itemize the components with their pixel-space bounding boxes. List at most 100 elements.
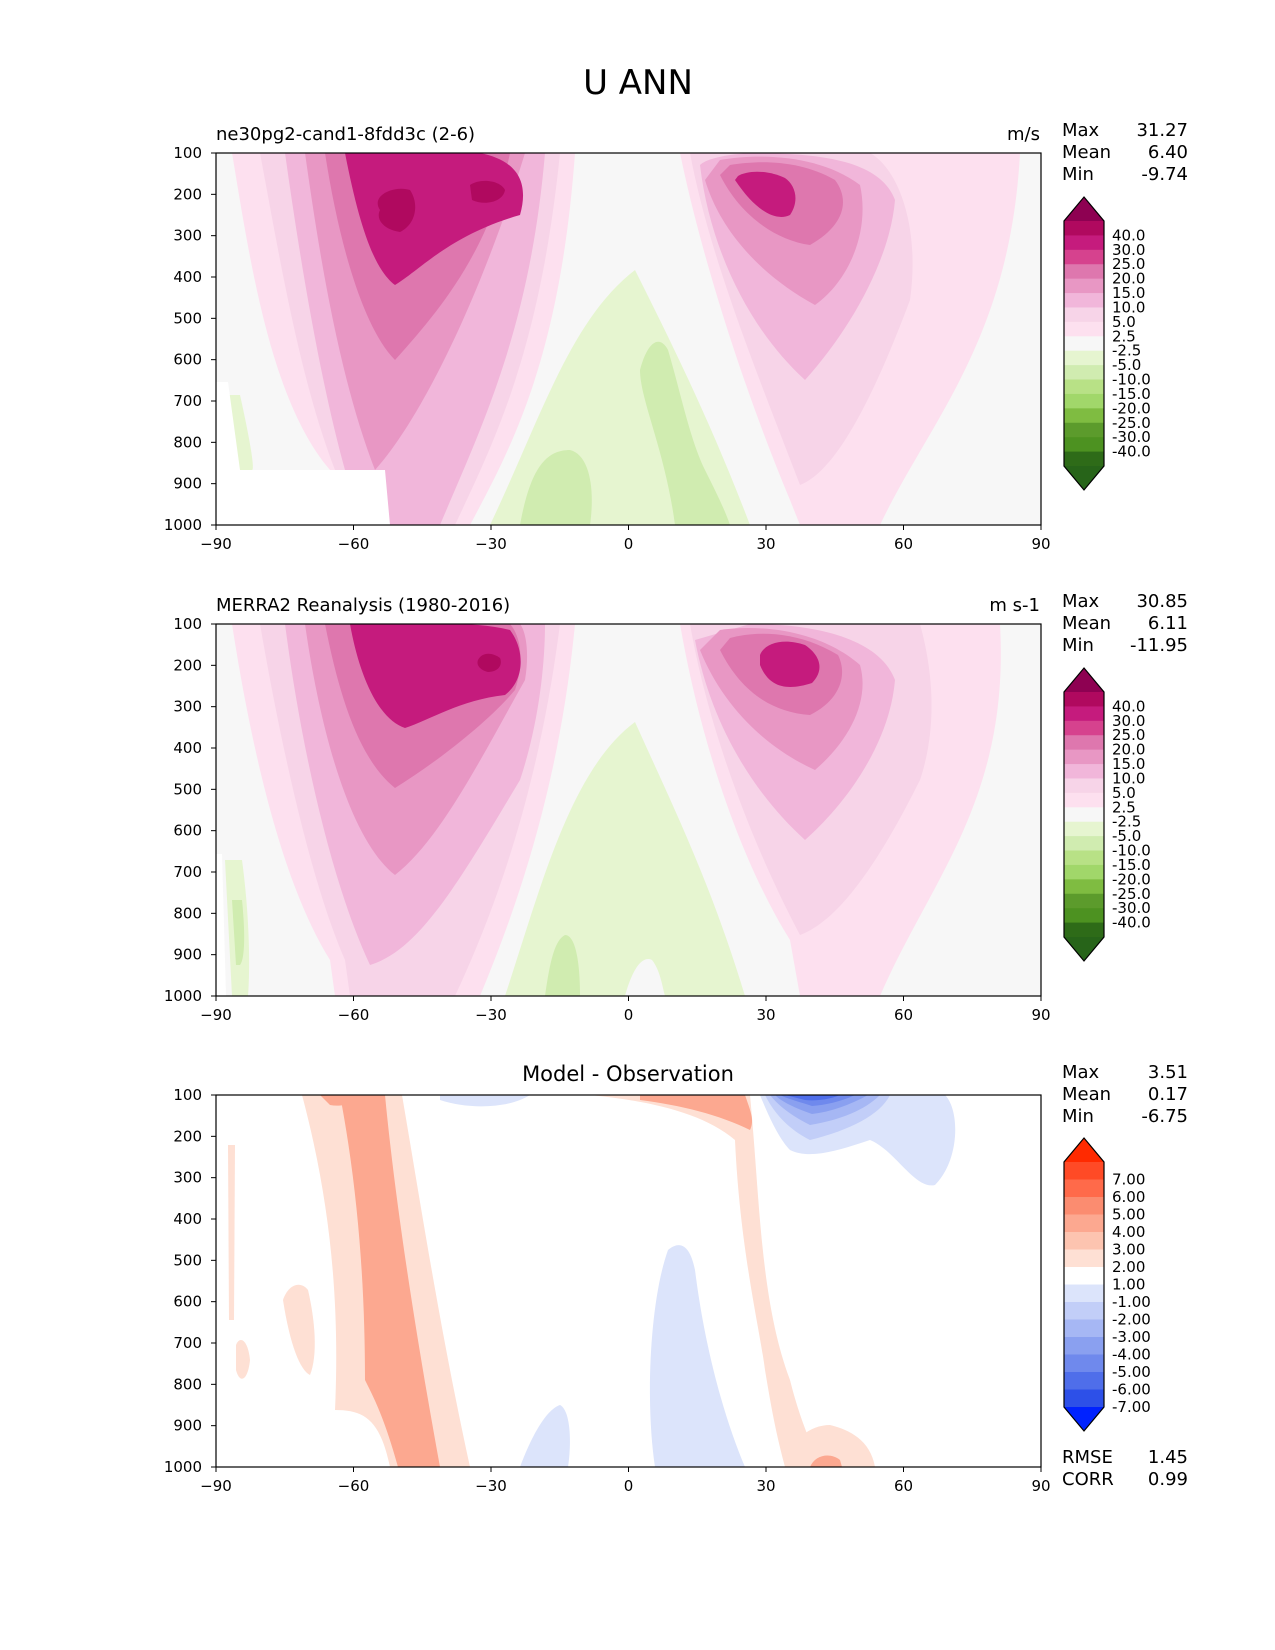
colorbar-segment: [1064, 350, 1104, 366]
x-tick-label: 60: [894, 535, 913, 553]
stat-max-label: Max: [1062, 120, 1100, 141]
y-tick-label: 800: [173, 433, 202, 451]
colorbar-label: 4.00: [1112, 1223, 1145, 1241]
colorbar-label: -5.00: [1112, 1363, 1151, 1381]
y-tick-label: 400: [173, 739, 202, 757]
colorbar-label: -15.0: [1112, 385, 1151, 403]
colorbar-label: 7.00: [1112, 1171, 1145, 1189]
x-axis: −90 −60 −30 0 30 60 90: [200, 1467, 1051, 1495]
panel-diff: Model - Observation: [164, 1062, 1188, 1495]
stats-block: Max 3.51 Mean 0.17 Min -6.75: [1062, 1062, 1188, 1127]
x-tick-label: −30: [475, 1477, 507, 1495]
x-tick-label: 0: [624, 1477, 634, 1495]
colorbar-label: 40.0: [1112, 226, 1145, 244]
colorbar-extend-min: [1064, 937, 1104, 961]
contour-field: [216, 624, 1041, 996]
y-tick-label: 900: [173, 475, 202, 493]
colorbar-label: -2.00: [1112, 1311, 1151, 1329]
contour-field: [216, 1095, 1041, 1467]
colorbar-segment: [1064, 293, 1104, 308]
stat-mean-value: 6.11: [1148, 613, 1188, 634]
colorbar-segment: [1064, 437, 1104, 453]
x-tick-label: −90: [200, 1006, 232, 1024]
colorbar-outline: [1063, 667, 1105, 962]
stat-min-label: Min: [1062, 164, 1094, 185]
units-label: m s-1: [989, 595, 1040, 616]
stats-block: Max 30.85 Mean 6.11 Min -11.95: [1062, 591, 1188, 656]
x-tick-label: 90: [1031, 1477, 1050, 1495]
colorbar-label: 30.0: [1112, 712, 1145, 730]
colorbar-segment: [1064, 278, 1104, 294]
x-tick-label: 30: [756, 1477, 775, 1495]
metric-rmse-label: RMSE: [1062, 1447, 1113, 1468]
stat-mean-label: Mean: [1062, 142, 1111, 163]
stat-max-label: Max: [1062, 1062, 1100, 1083]
colorbar-outline: [1063, 1137, 1105, 1432]
colorbar-segment: [1064, 321, 1104, 337]
colorbar-segment: [1064, 1214, 1104, 1233]
colorbar-segment: [1064, 408, 1104, 424]
y-tick-label: 1000: [164, 1458, 202, 1476]
x-tick-label: 90: [1031, 535, 1050, 553]
stat-min-label: Min: [1062, 635, 1094, 656]
colorbar-segment: [1064, 778, 1104, 794]
colorbar-outline: [1063, 196, 1105, 491]
colorbar-label: 3.00: [1112, 1241, 1145, 1259]
colorbar-segment: [1064, 908, 1104, 924]
stat-min-value: -6.75: [1141, 1106, 1188, 1127]
colorbar-segment: [1064, 451, 1104, 467]
colorbar-extend-min: [1064, 466, 1104, 490]
colorbar-label: 25.0: [1112, 726, 1145, 744]
y-tick-label: 300: [173, 227, 202, 245]
colorbar-label: -10.0: [1112, 371, 1151, 389]
colorbar-segment: [1064, 1179, 1104, 1198]
y-tick-label: 700: [173, 863, 202, 881]
stats-block: Max 31.27 Mean 6.40 Min -9.74: [1062, 120, 1188, 185]
colorbar-label: 20.0: [1112, 741, 1145, 759]
colorbar-label: -15.0: [1112, 856, 1151, 874]
colorbar-label: 5.0: [1112, 784, 1136, 802]
x-tick-label: −60: [338, 1006, 370, 1024]
colorbar-segment: [1064, 1284, 1104, 1303]
stat-min-value: -11.95: [1130, 635, 1188, 656]
colorbar-segment: [1064, 221, 1104, 236]
x-axis: −90 −60 −30 0 30 60 90: [200, 996, 1051, 1024]
y-tick-label: 700: [173, 392, 202, 410]
colorbar-label: 1.00: [1112, 1276, 1145, 1294]
colorbar-extend-min: [1064, 1407, 1104, 1431]
colorbar-segment: [1064, 1267, 1104, 1285]
y-tick-label: 100: [173, 615, 202, 633]
x-tick-label: −30: [475, 1006, 507, 1024]
y-tick-label: 600: [173, 822, 202, 840]
colorbar-label: -30.0: [1112, 899, 1151, 917]
y-tick-label: 300: [173, 698, 202, 716]
stat-min-label: Min: [1062, 1106, 1094, 1127]
colorbar-segment: [1064, 735, 1104, 751]
colorbar-extend-max: [1064, 668, 1104, 692]
y-tick-label: 900: [173, 946, 202, 964]
colorbar-segment: [1064, 336, 1104, 352]
colorbar: 40.030.025.020.015.010.05.02.5-2.5-5.0-1…: [1063, 196, 1151, 491]
y-axis: 100 200 300 400 500 600 700 800 900 1000: [164, 615, 216, 1005]
x-tick-label: −90: [200, 535, 232, 553]
colorbar-label: -40.0: [1112, 914, 1151, 932]
colorbar-segment: [1064, 1197, 1104, 1215]
colorbar-segment: [1064, 764, 1104, 779]
colorbar-segment: [1064, 422, 1104, 438]
colorbar-segment: [1064, 850, 1104, 866]
contour-field: [216, 153, 1041, 525]
x-tick-label: −90: [200, 1477, 232, 1495]
y-tick-label: 400: [173, 1210, 202, 1228]
colorbar-extend-max: [1064, 197, 1104, 221]
colorbar-label: 40.0: [1112, 697, 1145, 715]
metric-rmse-value: 1.45: [1148, 1447, 1188, 1468]
y-tick-label: 200: [173, 1127, 202, 1145]
stat-max-label: Max: [1062, 591, 1100, 612]
y-tick-label: 1000: [164, 516, 202, 534]
colorbar-label: -6.00: [1112, 1381, 1151, 1399]
panel-title: ne30pg2-cand1-8fdd3c (2-6): [216, 124, 475, 145]
colorbar-label: 5.0: [1112, 313, 1136, 331]
colorbar-label: -2.5: [1112, 342, 1141, 360]
panel-title: Model - Observation: [522, 1062, 734, 1086]
